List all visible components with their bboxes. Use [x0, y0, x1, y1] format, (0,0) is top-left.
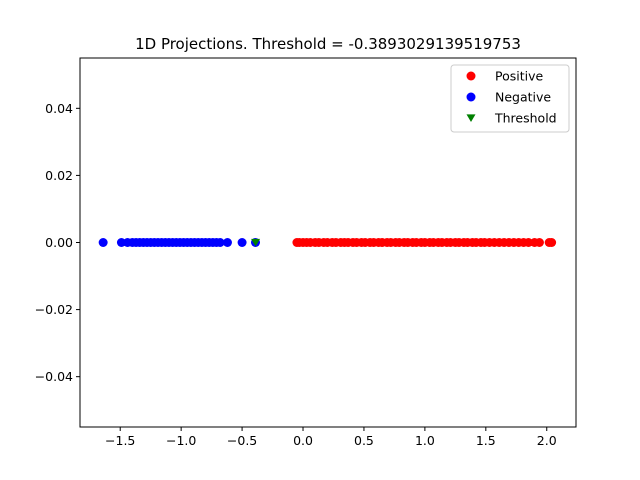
positive-point: [534, 238, 544, 247]
legend-marker: [466, 114, 476, 123]
legend-entry-negative: Negative: [466, 90, 551, 105]
legend-box: [450, 64, 570, 133]
legend-entry-positive: Positive: [466, 69, 543, 84]
legend: Positive Negative Threshold: [450, 64, 570, 133]
y-tick-label: −0.02: [35, 302, 73, 317]
x-tick-label: 1.5: [476, 433, 496, 448]
x-tick-label: −1.0: [166, 433, 196, 448]
plot-frame: [79, 57, 577, 428]
legend-label: Positive: [495, 69, 543, 84]
x-tick-label: 2.0: [537, 433, 557, 448]
negative-point: [98, 238, 108, 247]
positive-point: [547, 238, 557, 247]
x-tick-label: −1.5: [105, 433, 135, 448]
legend-marker: [466, 71, 476, 81]
x-tick-label: 0.5: [354, 433, 374, 448]
y-tick-label: 0.04: [45, 101, 73, 116]
chart-title: 1D Projections. Threshold = -0.389302913…: [135, 35, 521, 53]
negative-point: [215, 238, 225, 247]
x-tick-label: −0.5: [227, 433, 257, 448]
x-tick-label: 0.0: [293, 433, 313, 448]
legend-marker: [466, 92, 476, 102]
series-negative: [98, 238, 260, 247]
data-points: [98, 238, 557, 247]
series-positive: [292, 238, 557, 247]
x-axis: −1.5 −1.0 −0.5 0.0 0.5 1.0 1.5 2.0: [105, 427, 557, 448]
threshold-point: [251, 238, 261, 247]
x-tick-label: 1.0: [415, 433, 435, 448]
legend-entry-threshold: Threshold: [466, 111, 557, 126]
y-tick-label: 0.02: [45, 168, 73, 183]
legend-label: Threshold: [494, 111, 557, 126]
y-tick-label: 0.00: [45, 235, 73, 250]
legend-label: Negative: [495, 90, 551, 105]
y-axis: −0.04 −0.02 0.00 0.02 0.04: [35, 101, 80, 384]
negative-point: [222, 238, 232, 247]
y-tick-label: −0.04: [35, 369, 73, 384]
negative-point: [237, 238, 247, 247]
series-threshold: [251, 238, 261, 247]
